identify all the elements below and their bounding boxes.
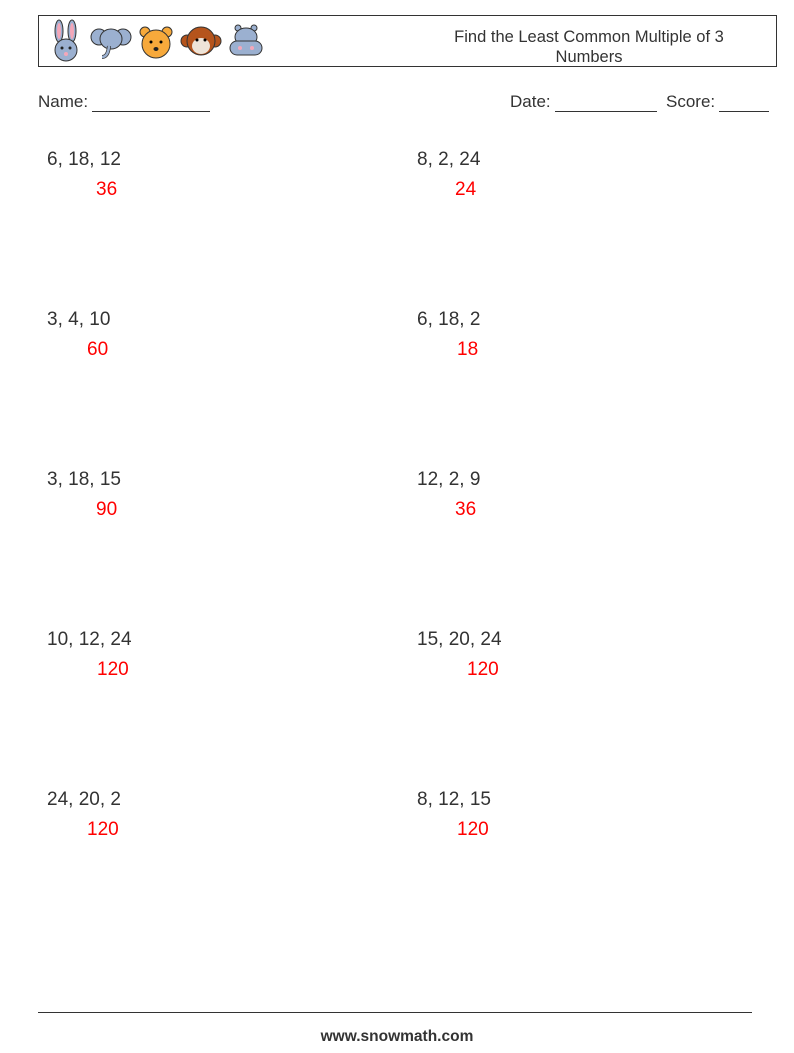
answer-8: 120 [467,659,499,680]
problem-3: 3, 4, 10 [47,309,111,330]
name-label: Name: [38,92,89,111]
elephant-icon [90,28,132,59]
problem-9: 24, 20, 2 [47,789,121,810]
answer-5: 90 [96,499,118,520]
answer-7: 120 [97,659,129,680]
rabbit-icon [54,19,78,62]
footer-divider [38,1012,752,1013]
page-title: Find the Least Common Multiple of 3 Numb… [454,28,724,66]
answer-1: 36 [96,179,118,200]
score-field[interactable]: Score: [666,92,770,112]
monkey-icon [180,26,222,56]
problem-5: 3, 18, 15 [47,469,121,490]
problem-4: 6, 18, 2 [417,309,481,330]
answer-3: 60 [87,339,109,360]
date-label: Date: [510,92,551,111]
footer-url: www.snowmath.com [320,1028,474,1045]
animal-icons [45,19,267,63]
answer-4: 18 [457,339,479,360]
problem-10: 8, 12, 15 [417,789,491,810]
answer-10: 120 [457,819,489,840]
problem-8: 15, 20, 24 [417,629,502,650]
name-field[interactable]: Name: [38,92,211,112]
date-field[interactable]: Date: [510,92,657,112]
answer-6: 36 [455,499,477,520]
problem-7: 10, 12, 24 [47,629,132,650]
problem-2: 8, 2, 24 [417,149,481,170]
answer-2: 24 [455,179,477,200]
hippo-icon [229,24,263,56]
problem-6: 12, 2, 9 [417,469,481,490]
tiger-icon [139,26,173,59]
score-label: Score: [666,92,716,111]
problem-1: 6, 18, 12 [47,149,121,170]
answer-9: 120 [87,819,119,840]
worksheet-header: Find the Least Common Multiple of 3 Numb… [38,15,777,67]
